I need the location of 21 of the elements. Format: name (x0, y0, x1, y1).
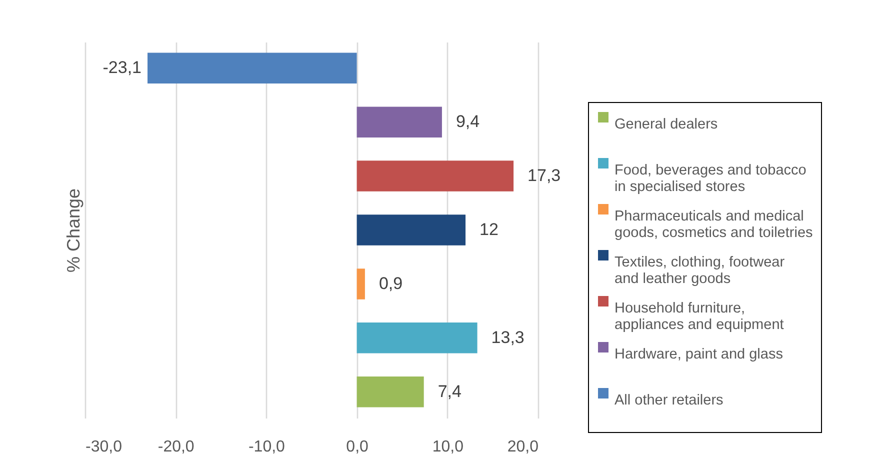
data-label: 9,4 (456, 112, 480, 132)
data-label: 13,3 (491, 328, 524, 347)
x-tick-label: 10,0 (432, 438, 464, 456)
x-tick-label: 0,0 (346, 438, 369, 456)
x-tick-label: -10,0 (248, 438, 286, 456)
data-label: 7,4 (438, 382, 462, 401)
legend-label: Hardware, paint and glass (614, 346, 783, 362)
legend-label: Pharmaceuticals and medical goods, cosmetics and toiletries (614, 208, 813, 241)
x-tick-label: 20,0 (507, 438, 539, 456)
x-tick-label: -30,0 (86, 438, 122, 456)
data-label: 17,3 (528, 166, 561, 186)
y-axis-title: % Change (64, 188, 84, 273)
legend-label: Household furniture, appliances and equipment (614, 300, 784, 333)
data-label: 12 (480, 220, 498, 239)
legend-label: General dealers (614, 116, 718, 132)
legend-label: Textiles, clothing, footwear and leather goods (614, 254, 785, 287)
legend-label: All other retailers (614, 392, 724, 408)
x-tick-label: -20,0 (158, 438, 194, 456)
legend-label: Food, beverages and tobacco in specialised stores (614, 162, 806, 195)
data-label: -23,1 (102, 58, 142, 78)
data-label: 0,9 (378, 274, 403, 293)
